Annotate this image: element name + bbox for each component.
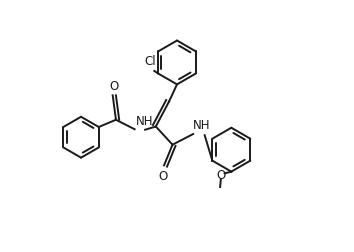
Text: Cl: Cl — [145, 55, 156, 69]
Text: NH: NH — [135, 115, 153, 128]
Text: O: O — [158, 170, 167, 183]
Text: O: O — [216, 169, 225, 182]
Text: O: O — [110, 80, 119, 93]
Text: NH: NH — [193, 119, 210, 133]
